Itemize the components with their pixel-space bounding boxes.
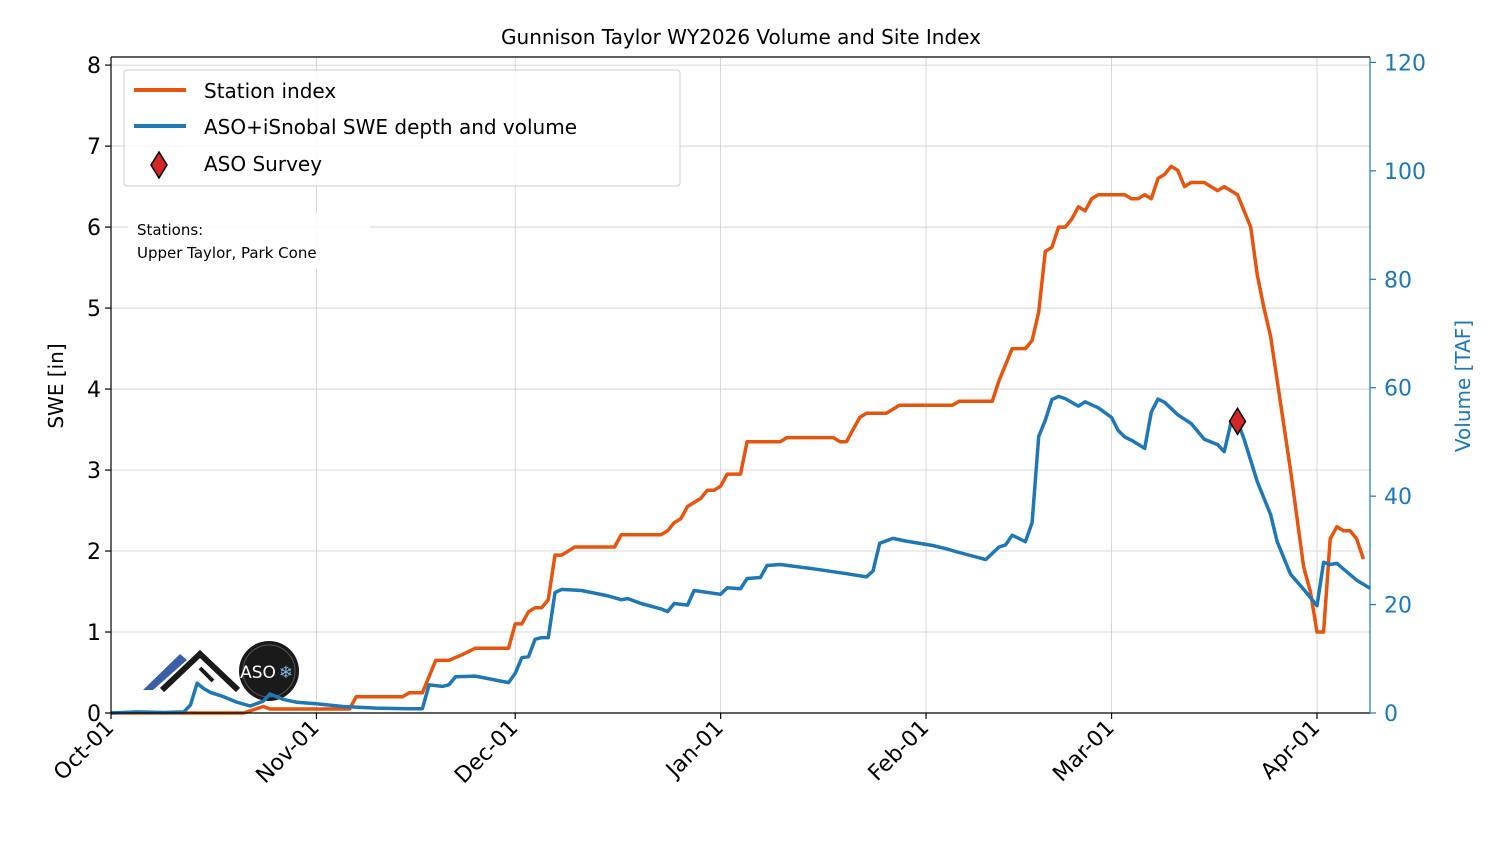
y-tick-label: 3 — [87, 459, 101, 484]
y2-tick-label: 80 — [1384, 268, 1412, 293]
snowflake-icon: ❄ — [279, 663, 293, 683]
x-tick-label: Dec-01 — [450, 716, 523, 789]
x-tick-label: Jan-01 — [660, 716, 728, 784]
legend-label-aso-survey: ASO Survey — [204, 152, 322, 176]
y-tick-label: 7 — [87, 135, 101, 160]
y2-tick-label: 20 — [1384, 594, 1412, 619]
y2-tick-label: 40 — [1384, 485, 1412, 510]
y2-axis-label: Volume [TAF] — [1451, 320, 1475, 452]
aso-logo: ASO ❄ — [239, 641, 299, 701]
y2-tick-label: 100 — [1384, 160, 1426, 185]
series-lines — [110, 164, 1371, 715]
stations-annotation: Stations: Upper Taylor, Park Cone — [128, 213, 370, 269]
chart-title: Gunnison Taylor WY2026 Volume and Site I… — [501, 25, 981, 49]
series-line-station-index — [111, 164, 1366, 715]
y-tick-label: 0 — [87, 702, 101, 727]
legend: Station index ASO+iSnobal SWE depth and … — [123, 69, 681, 187]
x-tick-label: Apr-01 — [1256, 716, 1325, 785]
y-tick-label: 2 — [87, 540, 101, 565]
y-tick-label: 1 — [87, 621, 101, 646]
aso-survey-marker — [1228, 406, 1247, 436]
mountain-logo — [143, 649, 241, 693]
y-tick-label: 6 — [87, 216, 101, 241]
legend-marker-aso-survey — [150, 150, 168, 180]
legend-label-aso: ASO+iSnobal SWE depth and volume — [204, 115, 577, 139]
annotation-line-2: Upper Taylor, Park Cone — [137, 244, 317, 262]
y-tick-label: 4 — [87, 378, 101, 403]
y-axis-label: SWE [in] — [44, 343, 68, 428]
y2-tick-label: 120 — [1384, 51, 1426, 76]
series-line-aso-volume — [110, 394, 1371, 715]
x-tick-label: Mar-01 — [1048, 716, 1119, 787]
logos: ASO ❄ — [143, 641, 299, 701]
x-tick-label: Oct-01 — [49, 716, 119, 786]
y-tick-label: 5 — [87, 297, 101, 322]
legend-box — [123, 69, 681, 187]
x-tick-label: Nov-01 — [252, 716, 325, 789]
legend-label-station-index: Station index — [204, 79, 336, 103]
aso-logo-text: ASO — [240, 663, 276, 683]
y2-tick-label: 0 — [1384, 702, 1398, 727]
annotation-line-1: Stations: — [137, 221, 203, 239]
y-tick-label: 8 — [87, 54, 101, 79]
plot-frame — [110, 56, 1371, 714]
y2-tick-label: 60 — [1384, 377, 1412, 402]
x-tick-label: Feb-01 — [864, 716, 935, 787]
